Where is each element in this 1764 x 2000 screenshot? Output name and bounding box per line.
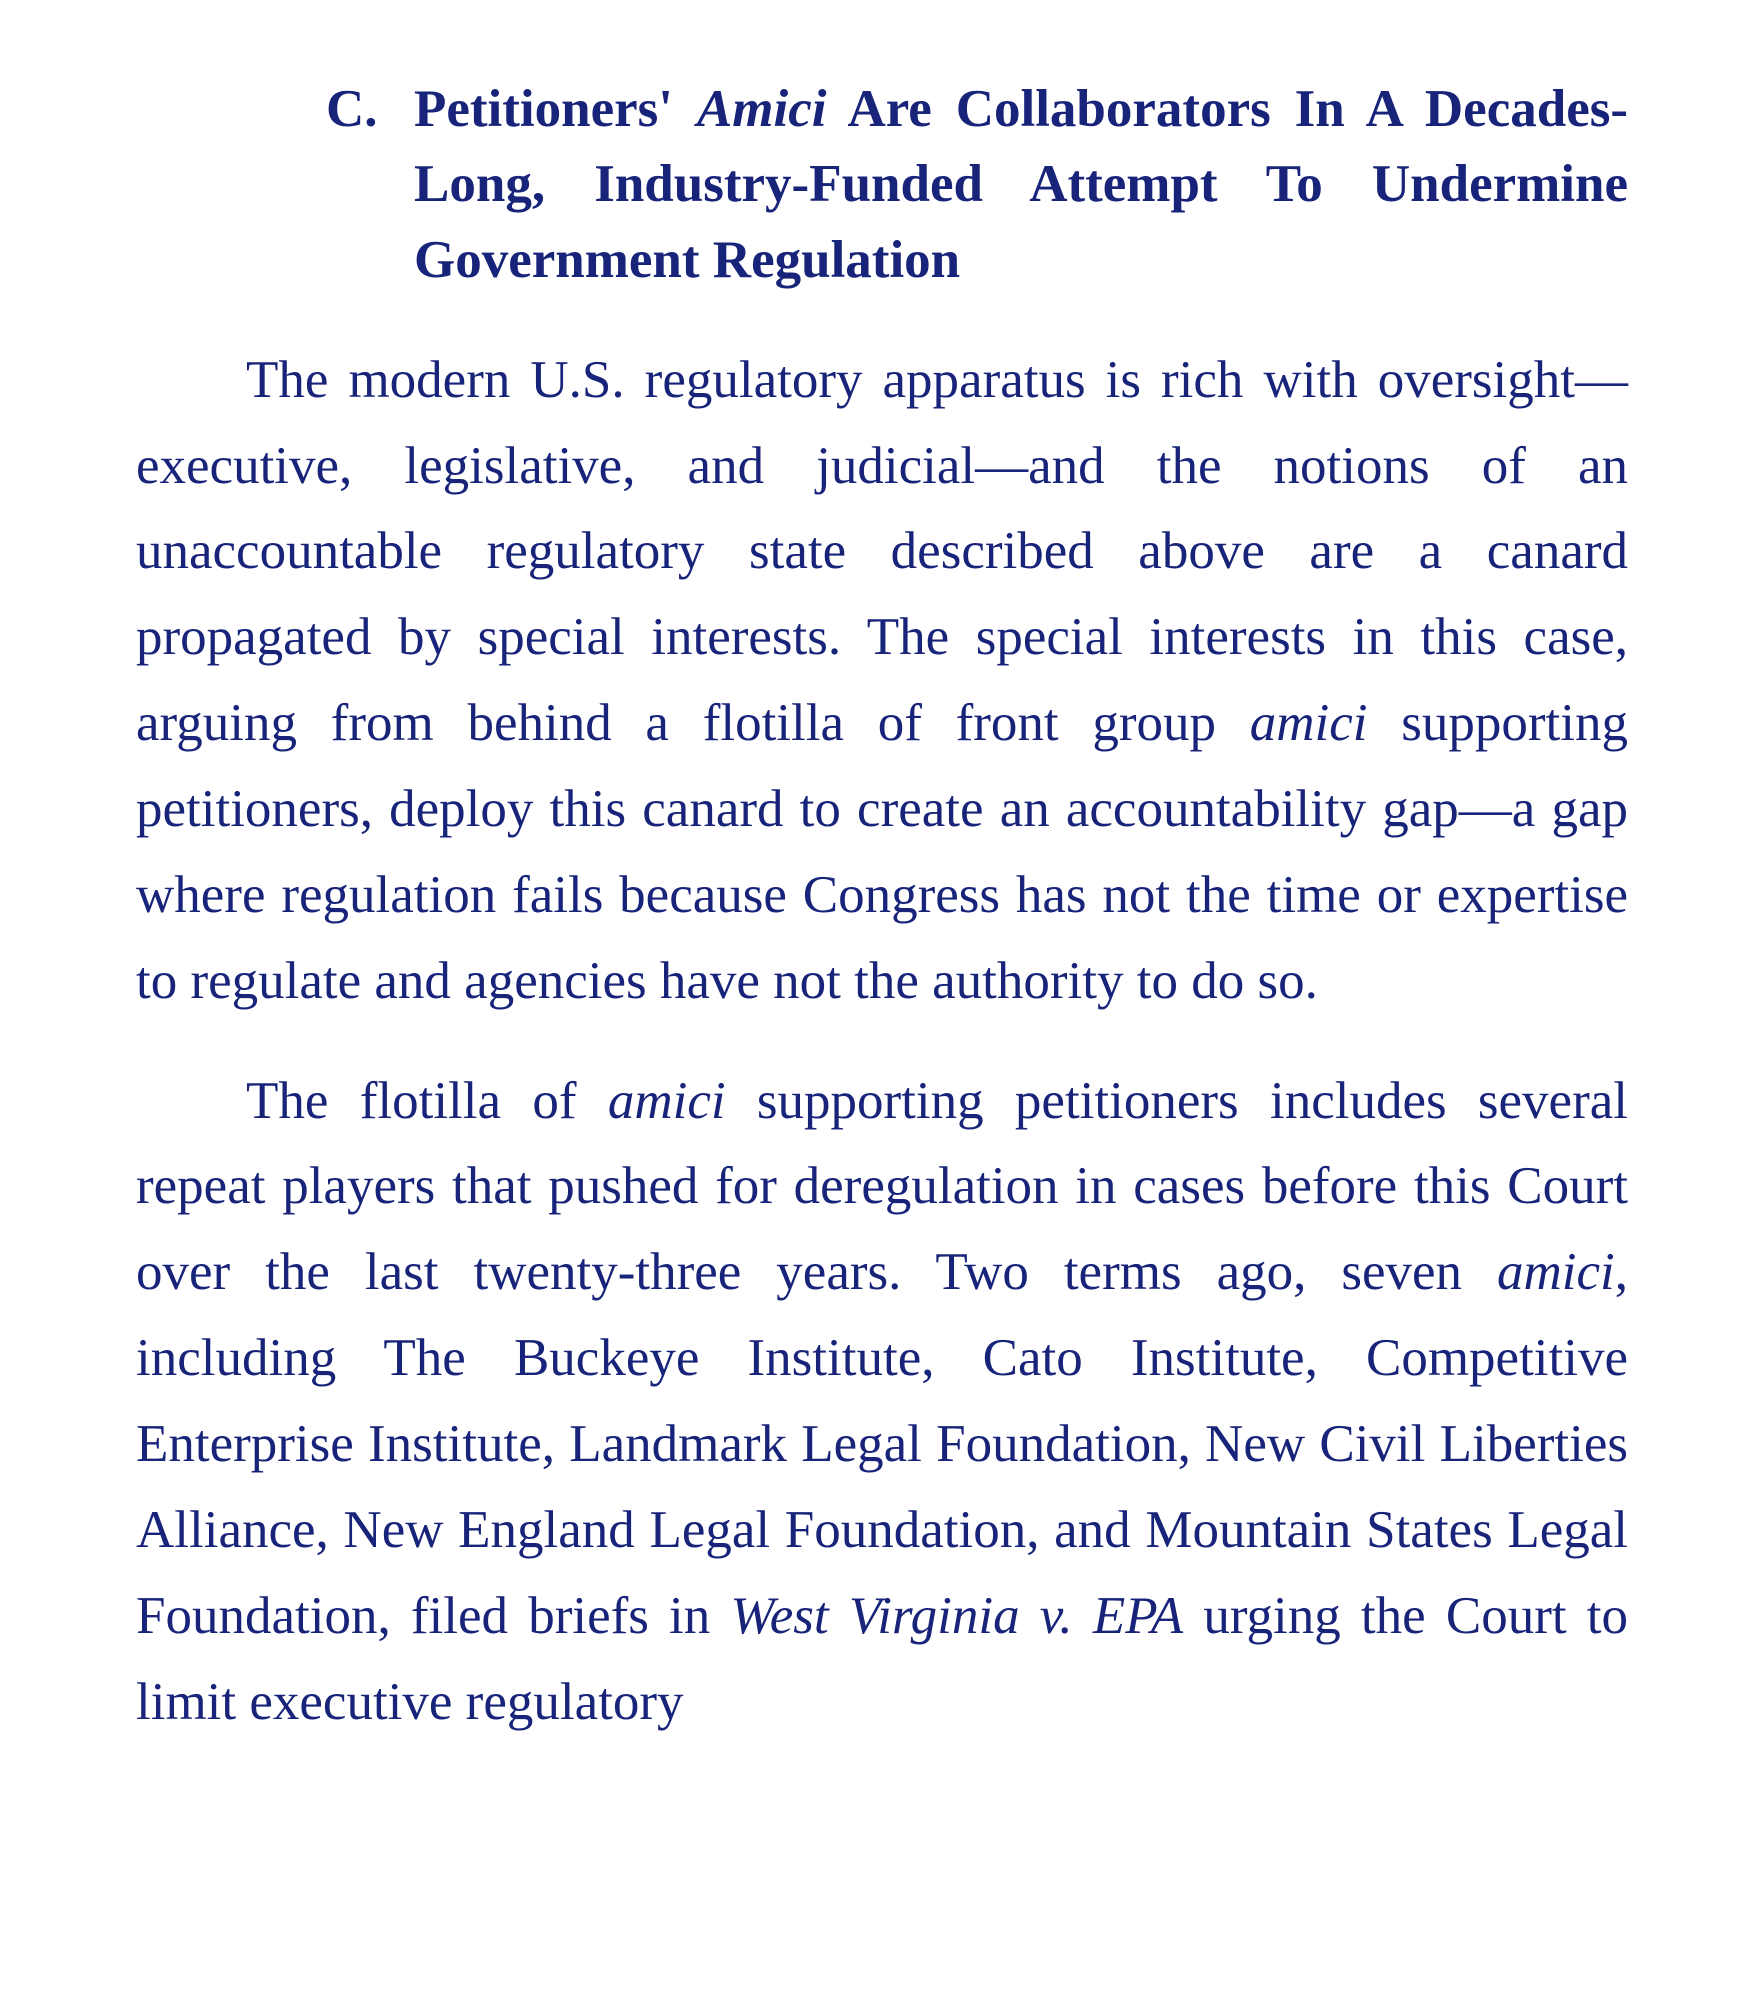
heading-title: Petitioners' Amici Are Collaborators In … [414,72,1628,298]
heading-label: C. [326,72,414,147]
body-paragraph: The flotilla of amici supporting petitio… [136,1059,1628,1746]
section-heading: C. Petitioners' Amici Are Collaborators … [136,72,1628,298]
body-paragraph: The modern U.S. regulatory apparatus is … [136,338,1628,1025]
document-page: C. Petitioners' Amici Are Collaborators … [0,0,1764,2000]
